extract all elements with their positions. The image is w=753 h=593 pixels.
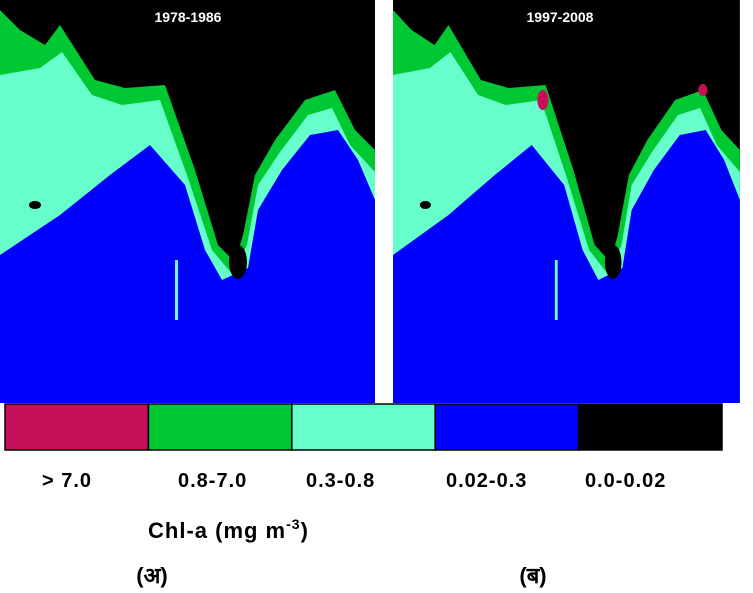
legend-swatch <box>147 403 293 451</box>
panel-title: 1978-1986 <box>155 9 222 25</box>
legend-title-superscript: -3 <box>286 516 300 532</box>
panel-title: 1997-2008 <box>527 9 594 25</box>
panel-label: (अ) <box>136 563 167 588</box>
legend-swatch <box>577 403 723 451</box>
legend-title: Chl-a (mg m-3) <box>148 516 309 543</box>
legend-label: 0.02-0.3 <box>446 470 527 492</box>
legend-swatch <box>291 403 436 451</box>
legend-title-suffix: ) <box>301 518 309 543</box>
legend-label: 0.0-0.02 <box>585 470 666 492</box>
legend-label: 0.3-0.8 <box>306 470 375 492</box>
legend-label: > 7.0 <box>42 470 92 492</box>
panel-label: (ब) <box>519 563 546 588</box>
legend-swatch <box>4 403 150 451</box>
map-panel <box>0 0 375 403</box>
map-panel <box>393 0 740 403</box>
legend-swatch <box>434 403 580 451</box>
legend-title-text: Chl-a (mg m <box>148 518 286 543</box>
legend: > 7.0 0.8-7.0 0.3-0.8 0.02-0.3 0.0-0.02 <box>4 403 723 492</box>
legend-label: 0.8-7.0 <box>178 470 247 492</box>
